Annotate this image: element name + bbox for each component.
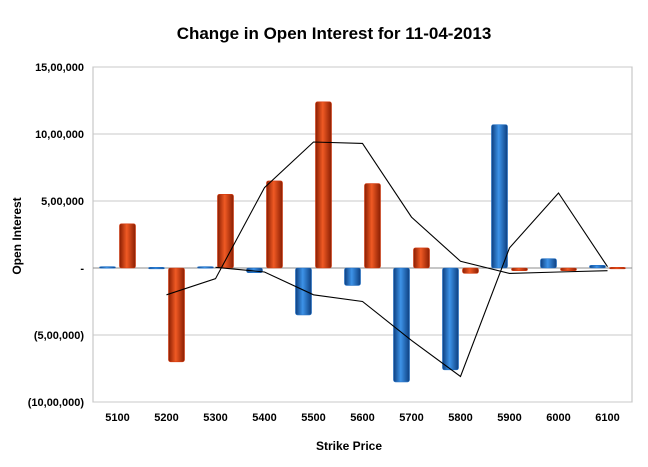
bar — [491, 124, 508, 269]
x-tick-label: 6000 — [546, 412, 570, 424]
y-tick-label: (5,00,000) — [34, 330, 84, 342]
x-tick-label: 5700 — [399, 412, 423, 424]
y-tick-label: (10,00,000) — [28, 397, 85, 409]
y-tick-label: 10,00,000 — [35, 129, 84, 141]
bar — [99, 266, 116, 269]
x-tick-label: 5900 — [497, 412, 521, 424]
x-tick-label: 5300 — [203, 412, 227, 424]
bar — [462, 267, 479, 274]
y-tick-labels: 15,00,000 10,00,000 5,00,000 - (5,00,000) (10… — [28, 62, 85, 409]
x-tick-label: 5100 — [105, 412, 129, 424]
x-tick-labels: 5100 5200 5300 5400 5500 5600 5700 5800 5900 6000… — [105, 412, 619, 424]
bar — [609, 267, 626, 270]
y-tick-label: 15,00,000 — [35, 62, 84, 74]
bar — [197, 266, 214, 269]
bar — [168, 267, 185, 363]
chart-title: Change in Open Interest for 11-04-2013 — [177, 24, 492, 43]
x-tick-label: 5800 — [448, 412, 472, 424]
bar — [393, 267, 410, 383]
bar — [560, 267, 577, 271]
y-tick-label: - — [80, 263, 84, 275]
x-tick-label: 5400 — [252, 412, 276, 424]
bar — [413, 247, 430, 269]
bar — [315, 101, 332, 269]
bar — [364, 183, 381, 269]
x-tick-label: 6100 — [595, 412, 619, 424]
bar — [148, 267, 165, 270]
x-tick-label: 5200 — [154, 412, 178, 424]
y-axis-label: Open Interest — [10, 197, 24, 274]
series-line — [215, 192, 608, 378]
bars — [99, 101, 626, 383]
bar — [540, 258, 557, 269]
bar — [589, 265, 606, 269]
series-lines — [166, 141, 608, 378]
x-tick-label: 5600 — [350, 412, 374, 424]
bar — [217, 194, 234, 269]
bar — [511, 267, 528, 271]
bar — [344, 267, 361, 286]
bar — [295, 267, 312, 316]
bar — [442, 267, 459, 371]
y-tick-label: 5,00,000 — [41, 196, 84, 208]
bar — [119, 223, 136, 269]
series-line — [166, 141, 608, 296]
bar — [266, 180, 283, 269]
x-axis-label: Strike Price — [316, 439, 382, 453]
x-tick-label: 5500 — [301, 412, 325, 424]
